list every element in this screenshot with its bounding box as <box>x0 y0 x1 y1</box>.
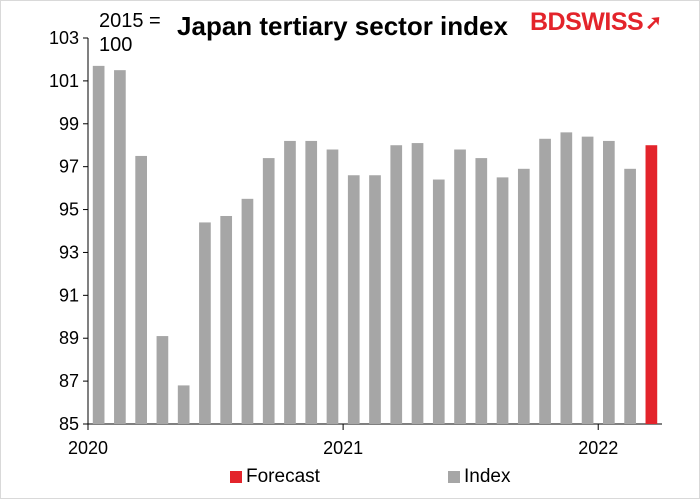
bar-index <box>262 158 275 425</box>
y-tick-label: 85 <box>59 414 79 434</box>
legend-label-forecast: Forecast <box>246 466 320 487</box>
bar-index <box>560 132 573 424</box>
bar-index <box>603 140 615 424</box>
x-tick-label: 2022 <box>578 438 618 458</box>
y-tick-label: 97 <box>59 157 79 177</box>
bar-index <box>114 70 126 425</box>
legend-label-index: Index <box>464 466 511 487</box>
logo-part-bd: BD <box>530 7 566 36</box>
bar-index <box>220 215 233 424</box>
y-tick-label: 103 <box>49 28 79 48</box>
bar-index <box>624 168 636 424</box>
bar-index <box>326 149 339 424</box>
bar-forecast <box>645 145 658 424</box>
bar-index <box>432 179 445 424</box>
bar-index <box>496 177 509 424</box>
bar-index <box>411 143 424 425</box>
legend-item-index: Index <box>448 466 510 488</box>
y-axis: 85 87 89 91 93 95 97 99 101 103 <box>49 28 89 434</box>
y-tick-label: 87 <box>59 371 79 391</box>
bar-index <box>517 168 530 424</box>
bar-index <box>347 175 360 424</box>
y-tick-label: 89 <box>59 328 79 348</box>
bar-index <box>241 198 254 424</box>
bar-index <box>390 145 403 424</box>
brand-logo: BD SWISS ➚ <box>530 7 662 36</box>
y-tick-label: 93 <box>59 242 79 262</box>
y-tick-label: 91 <box>59 285 79 305</box>
bar-index <box>369 175 381 424</box>
legend-swatch-index <box>448 471 460 483</box>
bar-index <box>135 155 147 424</box>
bar-index <box>581 136 594 424</box>
x-tick-label: 2020 <box>68 438 108 458</box>
unit-note: 2015 = 100 <box>99 10 161 56</box>
logo-part-swiss: SWISS <box>565 7 644 36</box>
logo-arrow-icon: ➚ <box>645 11 662 34</box>
bar-index <box>475 158 488 425</box>
bar-index <box>177 385 190 424</box>
y-tick-label: 95 <box>59 200 79 220</box>
chart-title: Japan tertiary sector index <box>177 11 508 41</box>
bar-index <box>199 222 211 424</box>
bars <box>92 65 658 425</box>
legend-swatch-forecast <box>230 471 242 483</box>
bar-index <box>156 336 169 424</box>
bar-index <box>305 140 318 424</box>
y-tick-label: 99 <box>59 114 79 134</box>
legend-item-forecast: Forecast <box>230 466 320 488</box>
bar-index <box>92 65 105 424</box>
y-tick-label: 101 <box>49 71 79 91</box>
x-tick-label: 2021 <box>323 438 363 458</box>
legend: Forecast Index <box>0 466 700 490</box>
bar-index <box>539 138 551 425</box>
x-axis: 2020 2021 2022 <box>68 423 662 458</box>
bar-index <box>454 149 466 424</box>
bar-index <box>284 140 296 424</box>
